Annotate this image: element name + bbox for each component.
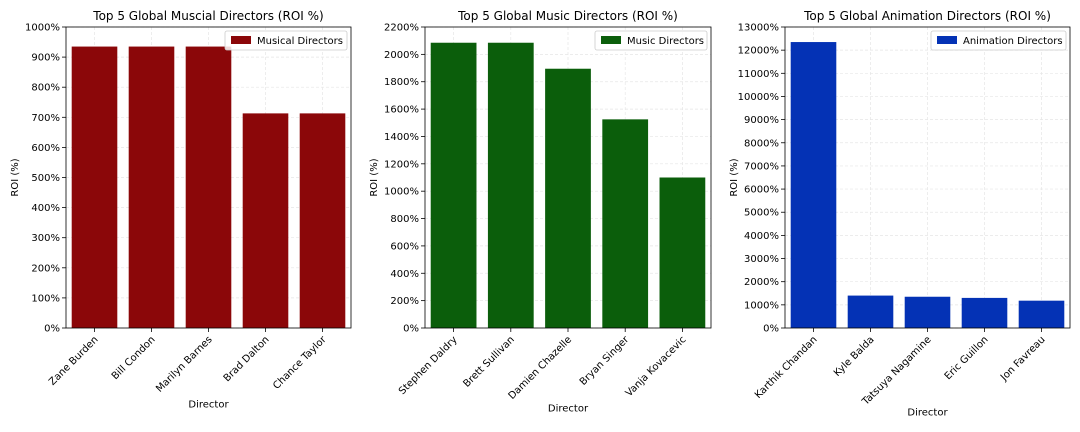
- x-axis-label: Director: [548, 403, 589, 414]
- y-tick-label: 600%: [390, 241, 419, 252]
- y-tick-label: 2000%: [744, 277, 779, 288]
- y-tick-label: 0%: [403, 324, 419, 335]
- y-tick-label: 9000%: [744, 115, 779, 126]
- legend-swatch: [601, 36, 621, 44]
- chart-title: Top 5 Global Muscial Directors (ROI %): [92, 9, 323, 23]
- y-axis-label: ROI (%): [729, 158, 740, 196]
- y-tick-label: 5000%: [744, 208, 779, 219]
- y-tick-label: 12000%: [738, 46, 779, 57]
- y-tick-label: 0%: [44, 324, 60, 335]
- y-tick-label: 200%: [390, 296, 419, 307]
- y-tick-label: 13000%: [738, 23, 779, 34]
- y-tick-label: 500%: [31, 173, 60, 184]
- y-tick-label: 11000%: [738, 69, 779, 80]
- y-tick-label: 600%: [31, 143, 60, 154]
- x-axis-label: Director: [907, 407, 948, 418]
- y-tick-label: 1800%: [384, 77, 419, 88]
- y-tick-label: 1000%: [744, 300, 779, 311]
- y-tick-label: 400%: [390, 269, 419, 280]
- legend: Musical Directors: [224, 30, 348, 51]
- bar-5: [659, 177, 706, 328]
- bar-1: [71, 46, 118, 328]
- y-tick-label: 1400%: [384, 132, 419, 143]
- y-tick-label: 300%: [31, 233, 60, 244]
- y-tick-label: 200%: [31, 263, 60, 274]
- x-axis-label: Director: [188, 399, 229, 410]
- bar-2: [487, 42, 534, 328]
- y-tick-label: 100%: [31, 293, 60, 304]
- bar-3: [185, 46, 232, 328]
- bar-4: [961, 297, 1008, 328]
- legend-box: [594, 30, 708, 51]
- x-tick-label: Damien Chazelle: [507, 334, 575, 402]
- x-tick-label: Marilyn Barnes: [154, 334, 214, 394]
- legend-label: Animation Directors: [963, 36, 1063, 47]
- legend-label: Musical Directors: [257, 36, 343, 47]
- y-tick-label: 700%: [31, 113, 60, 124]
- legend: Animation Directors: [930, 30, 1067, 51]
- y-tick-label: 900%: [31, 53, 60, 64]
- x-tick-label: Vanja Kovacevic: [624, 334, 689, 399]
- y-tick-label: 1200%: [384, 159, 419, 170]
- chart-panel-1: 0% 100% 200% 300% 400% 500% 600% 700% 800% 900% 10…: [10, 9, 352, 410]
- legend: Music Directors: [594, 30, 708, 51]
- y-axis-label: ROI (%): [369, 158, 380, 196]
- legend-swatch: [937, 36, 957, 44]
- x-tick-label: Karthik Chandan: [753, 334, 820, 401]
- bar-4: [602, 119, 649, 329]
- y-tick-label: 1000%: [384, 187, 419, 198]
- legend-box: [224, 30, 348, 51]
- y-tick-label: 1000%: [25, 23, 60, 34]
- y-tick-label: 800%: [390, 214, 419, 225]
- x-tick-label: Zane Burden: [47, 334, 100, 387]
- x-tick-label: Chance Taylor: [271, 334, 329, 392]
- bar-5: [1018, 300, 1065, 328]
- chart-title: Top 5 Global Animation Directors (ROI %): [803, 9, 1051, 23]
- x-tick-label: Brett Sullivan: [462, 334, 517, 389]
- legend-swatch: [231, 36, 251, 44]
- bar-1: [790, 42, 837, 329]
- y-axis-label: ROI (%): [10, 158, 21, 196]
- x-tick-label: Bryan Singer: [578, 334, 632, 388]
- x-tick-label: Bill Condon: [110, 334, 158, 382]
- bar-2: [847, 295, 894, 328]
- y-tick-label: 400%: [31, 203, 60, 214]
- x-tick-label: Eric Guillon: [943, 334, 991, 382]
- y-tick-label: 2000%: [384, 50, 419, 61]
- y-tick-label: 2200%: [384, 23, 419, 34]
- bar-2: [128, 46, 175, 328]
- chart-title: Top 5 Global Music Directors (ROI %): [457, 9, 678, 23]
- y-tick-label: 4000%: [744, 231, 779, 242]
- bar-1: [430, 42, 477, 328]
- y-tick-label: 7000%: [744, 161, 779, 172]
- y-tick-label: 8000%: [744, 138, 779, 149]
- bar-3: [545, 68, 591, 328]
- legend-box: [930, 30, 1067, 51]
- y-tick-label: 1600%: [384, 105, 419, 116]
- chart-panel-3: 0% 1000% 2000% 3000% 4000% 5000% 6000% 7000% 800…: [729, 9, 1071, 418]
- bar-3: [904, 296, 951, 328]
- y-tick-label: 10000%: [738, 92, 779, 103]
- chart-panel-2: 0% 200% 400% 600% 800% 1000% 1200% 1400% 1600% 18…: [369, 9, 712, 414]
- y-tick-label: 6000%: [744, 185, 779, 196]
- x-tick-label: Jon Favreau: [998, 334, 1047, 383]
- bar-4: [242, 113, 289, 329]
- y-tick-label: 3000%: [744, 254, 779, 265]
- x-tick-label: Kyle Balda: [832, 334, 877, 379]
- x-tick-label: Stephen Daldry: [397, 334, 460, 397]
- y-tick-label: 800%: [31, 83, 60, 94]
- x-tick-label: Brad Dalton: [222, 334, 272, 384]
- y-tick-label: 0%: [763, 324, 779, 335]
- bar-5: [299, 113, 346, 329]
- legend-label: Music Directors: [627, 36, 704, 47]
